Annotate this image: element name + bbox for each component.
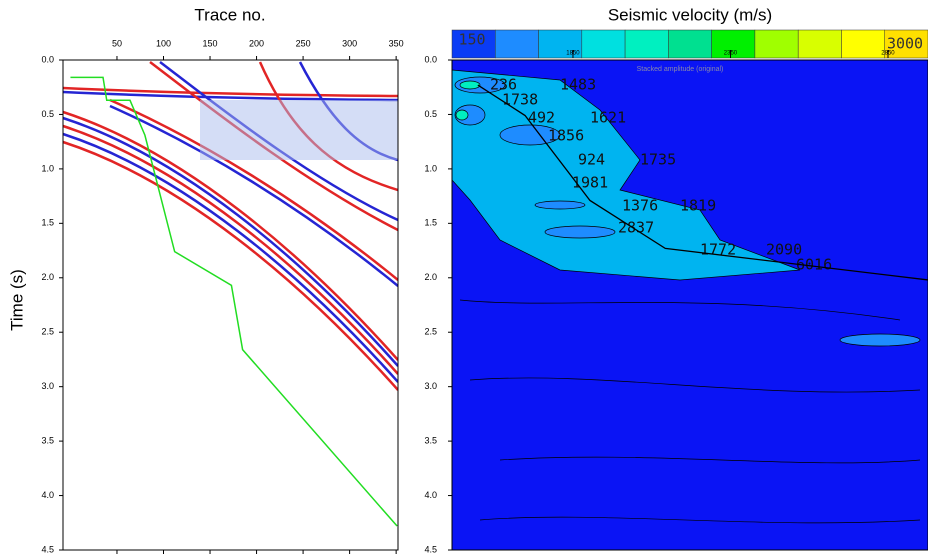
y-tick-label: 0.0 <box>41 54 54 64</box>
y-tick-label: 3.5 <box>424 435 437 445</box>
colorbar-cell <box>841 30 884 58</box>
colorbar-cell <box>755 30 798 58</box>
y-tick-label: 0.5 <box>424 109 437 119</box>
x-tick-label: 350 <box>389 38 404 48</box>
pick-annotation: 1738 <box>502 91 538 109</box>
y-axis-label: Time (s) <box>7 269 26 331</box>
y-tick-label: 1.5 <box>41 218 54 228</box>
colorbar-cell <box>798 30 841 58</box>
semblance-contours <box>452 60 928 550</box>
y-tick-label: 3.0 <box>41 381 54 391</box>
right-title: Seismic velocity (m/s) <box>608 5 772 24</box>
y-tick-label: 4.0 <box>41 490 54 500</box>
x-tick-label: 100 <box>156 38 171 48</box>
x-tick-label: 150 <box>203 38 218 48</box>
y-tick-label: 4.5 <box>41 544 54 554</box>
y-tick-label: 4.0 <box>424 490 437 500</box>
pick-annotation: 1856 <box>548 127 584 145</box>
pick-annotation: 1621 <box>590 109 626 127</box>
left-title: Trace no. <box>194 5 265 24</box>
x-tick-label: 200 <box>249 38 264 48</box>
colorbar-label: 3000 <box>887 35 923 53</box>
y-tick-label: 2.5 <box>424 327 437 337</box>
figure: Trace no. Seismic velocity (m/s) Time (s… <box>0 0 928 560</box>
pick-annotation: 1981 <box>572 174 608 192</box>
colorbar-label: 150 <box>458 31 485 49</box>
subtitle: Stacked amplitude (original) <box>637 66 724 73</box>
colorbar-cell <box>668 30 711 58</box>
colorbar-cell <box>495 30 538 58</box>
x-tick-label: 250 <box>296 38 311 48</box>
pick-annotation: 1735 <box>640 151 676 169</box>
seismic-gather <box>63 62 398 390</box>
y-tick-label: 1.5 <box>424 218 437 228</box>
x-tick-label: 300 <box>342 38 357 48</box>
pick-annotation: 924 <box>578 151 605 169</box>
y-tick-label: 1.0 <box>41 163 54 173</box>
pick-annotation: 1819 <box>680 197 716 215</box>
y-tick-label: 2.5 <box>41 327 54 337</box>
colorbar-cell <box>625 30 668 58</box>
colorbar-tick-label: 2350 <box>724 51 738 57</box>
colorbar-cell <box>582 30 625 58</box>
y-tick-label: 0.5 <box>41 109 54 119</box>
colorbar-tick-label: 1850 <box>566 51 580 57</box>
pick-annotation: 1483 <box>560 76 596 94</box>
y-tick-label: 3.0 <box>424 381 437 391</box>
y-tick-label: 4.5 <box>424 544 437 554</box>
y-tick-label: 3.5 <box>41 435 54 445</box>
y-tick-label: 0.0 <box>424 54 437 64</box>
y-tick-label: 1.0 <box>424 163 437 173</box>
y-tick-label: 2.0 <box>41 272 54 282</box>
pick-annotation: 1376 <box>622 197 658 215</box>
x-tick-label: 50 <box>112 38 122 48</box>
y-tick-label: 2.0 <box>424 272 437 282</box>
